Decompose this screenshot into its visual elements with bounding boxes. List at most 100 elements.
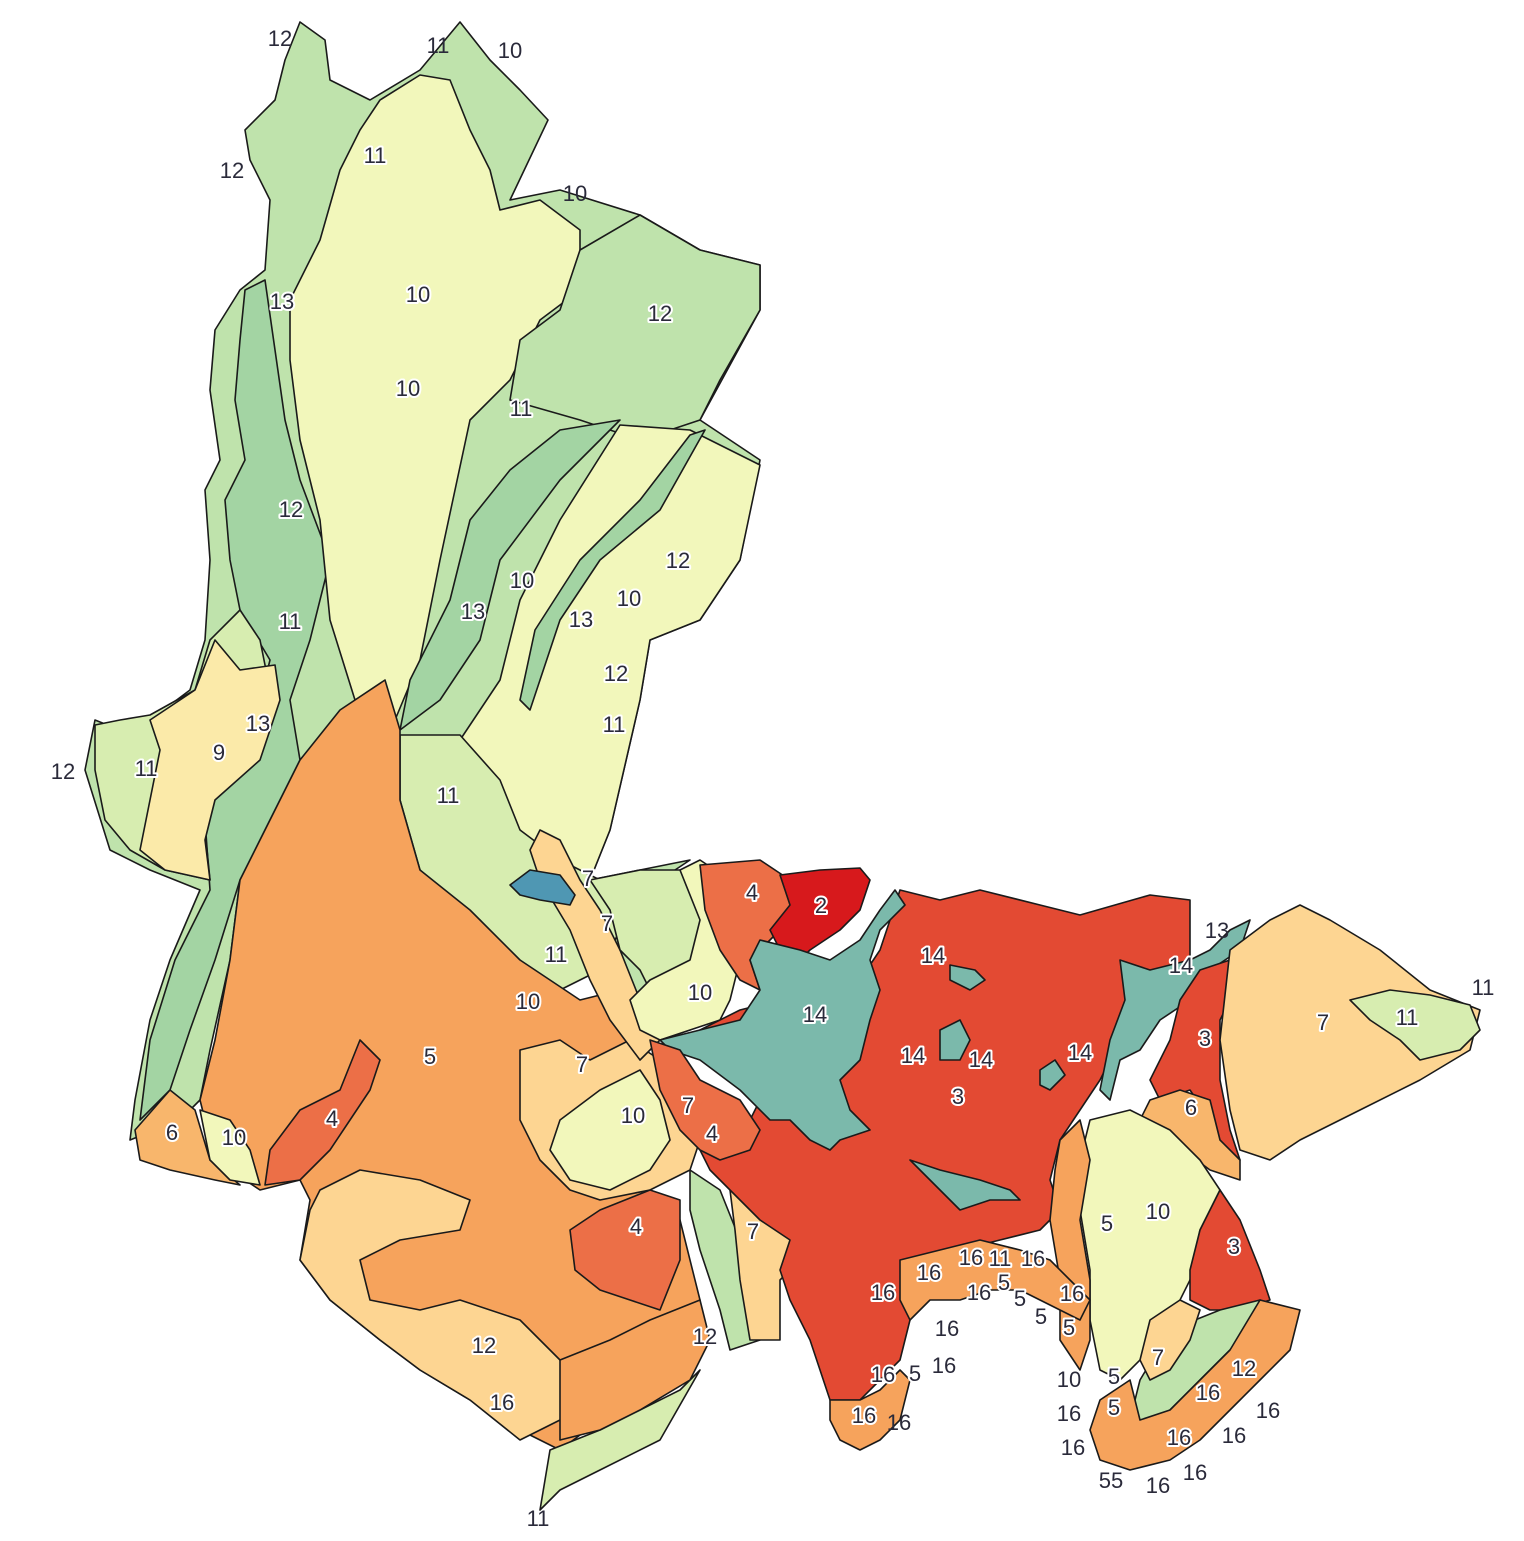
region-label: 11 xyxy=(1472,975,1495,1000)
region-label: 13 xyxy=(569,607,593,632)
region-label: 14 xyxy=(969,1047,993,1072)
region-label: 11 xyxy=(1396,1005,1419,1030)
region-6-southwest xyxy=(134,1089,241,1186)
region-label: 11 xyxy=(603,712,626,737)
region-label: 16 xyxy=(871,1362,895,1387)
region-label: 16 xyxy=(1060,1281,1084,1306)
region-label: 11 xyxy=(510,396,533,421)
region-label: 11 xyxy=(437,783,460,808)
region-12-northeast xyxy=(509,214,761,441)
region-label: 13 xyxy=(270,289,294,314)
region-label: 10 xyxy=(396,376,420,401)
region-14-patch-a xyxy=(949,964,986,991)
region-label: 16 xyxy=(1167,1425,1191,1450)
region-label: 5 xyxy=(1014,1286,1026,1311)
region-label: 16 xyxy=(932,1353,956,1378)
region-label: 16 xyxy=(1021,1246,1045,1271)
region-14-patch-c xyxy=(1039,1059,1066,1091)
region-label: 10 xyxy=(563,181,587,206)
region-label: 16 xyxy=(887,1410,911,1435)
region-label: 7 xyxy=(682,1093,694,1118)
region-label: 5 xyxy=(424,1044,436,1069)
region-label: 10 xyxy=(406,282,430,307)
region-label: 11 xyxy=(135,756,158,781)
region-label: 5 xyxy=(909,1361,921,1386)
region-label: 16 xyxy=(1183,1460,1207,1485)
region-7-south xyxy=(299,1169,601,1441)
region-4-south-central xyxy=(569,1189,681,1311)
region-label: 2 xyxy=(815,893,827,918)
region-label: 11 xyxy=(545,942,568,967)
region-12-south-central xyxy=(689,1169,761,1351)
region-label: 10 xyxy=(516,989,540,1014)
region-label: 12 xyxy=(693,1324,717,1349)
region-labels: 12 11 10 12 11 10 13 10 12 10 11 12 12 1… xyxy=(51,26,1495,1531)
region-label: 12 xyxy=(604,661,628,686)
region-15-lake xyxy=(509,869,576,906)
region-label: 7 xyxy=(747,1219,759,1244)
region-label: 3 xyxy=(952,1084,964,1109)
region-label: 11 xyxy=(364,143,387,168)
region-label: 16 xyxy=(852,1403,876,1428)
region-label: 7 xyxy=(1152,1345,1164,1370)
region-label: 13 xyxy=(461,599,485,624)
region-label: 13 xyxy=(1205,918,1229,943)
region-label: 5 xyxy=(1063,1315,1075,1340)
region-label: 4 xyxy=(326,1106,338,1131)
region-13-west xyxy=(139,279,331,1121)
region-9-west xyxy=(139,639,281,881)
region-label: 14 xyxy=(1068,1040,1092,1065)
region-label: 10 xyxy=(1057,1367,1081,1392)
region-label: 16 xyxy=(1256,1398,1280,1423)
region-label: 4 xyxy=(706,1121,718,1146)
region-16-south xyxy=(559,1299,711,1441)
region-label: 16 xyxy=(490,1390,514,1415)
region-2-north xyxy=(769,867,871,971)
region-13-central xyxy=(399,419,621,731)
region-label: 16 xyxy=(871,1280,895,1305)
region-label: 5 xyxy=(1108,1395,1120,1420)
region-label: 11 xyxy=(989,1246,1012,1271)
region-label: 12 xyxy=(279,497,303,522)
region-label: 16 xyxy=(935,1316,959,1341)
region-14-strip xyxy=(909,1159,1021,1211)
region-label: 10 xyxy=(510,568,534,593)
region-label: 14 xyxy=(901,1043,925,1068)
region-label: 12 xyxy=(666,548,690,573)
region-label: 7 xyxy=(1317,1010,1329,1035)
region-label: 10 xyxy=(688,980,712,1005)
region-label: 11 xyxy=(279,609,302,634)
region-14-central-east xyxy=(659,889,906,1151)
map-regions xyxy=(84,21,1481,1511)
region-label: 10 xyxy=(498,38,522,63)
region-4-east-central xyxy=(649,1039,761,1161)
region-label: 12 xyxy=(472,1333,496,1358)
region-label: 16 xyxy=(917,1260,941,1285)
region-16-south-coast xyxy=(899,1239,1091,1321)
region-label: 6 xyxy=(166,1120,178,1145)
region-14-patch-b xyxy=(939,1019,971,1061)
region-16-southwest-coast xyxy=(829,1369,911,1451)
region-13-east-strip xyxy=(519,429,706,711)
region-label: 7 xyxy=(576,1052,588,1077)
region-label: 10 xyxy=(1146,1199,1170,1224)
region-label: 12 xyxy=(51,759,75,784)
region-label: 3 xyxy=(1199,1026,1211,1051)
region-label: 16 xyxy=(1222,1423,1246,1448)
region-label: 9 xyxy=(213,740,225,765)
region-label: 5 xyxy=(1108,1364,1120,1389)
region-label: 10 xyxy=(617,586,641,611)
region-10-southwest xyxy=(199,1109,261,1186)
region-label: 4 xyxy=(746,880,758,905)
region-label: 14 xyxy=(921,943,945,968)
region-label: 6 xyxy=(1185,1095,1197,1120)
region-label: 16 xyxy=(967,1280,991,1305)
region-label: 12 xyxy=(1232,1356,1256,1381)
region-label: 16 xyxy=(1061,1435,1085,1460)
region-label: 3 xyxy=(1228,1234,1240,1259)
region-label: 16 xyxy=(1196,1380,1220,1405)
region-label: 4 xyxy=(630,1214,642,1239)
region-label: 16 xyxy=(1146,1473,1170,1498)
region-label: 13 xyxy=(246,711,270,736)
region-label: 16 xyxy=(959,1245,983,1270)
